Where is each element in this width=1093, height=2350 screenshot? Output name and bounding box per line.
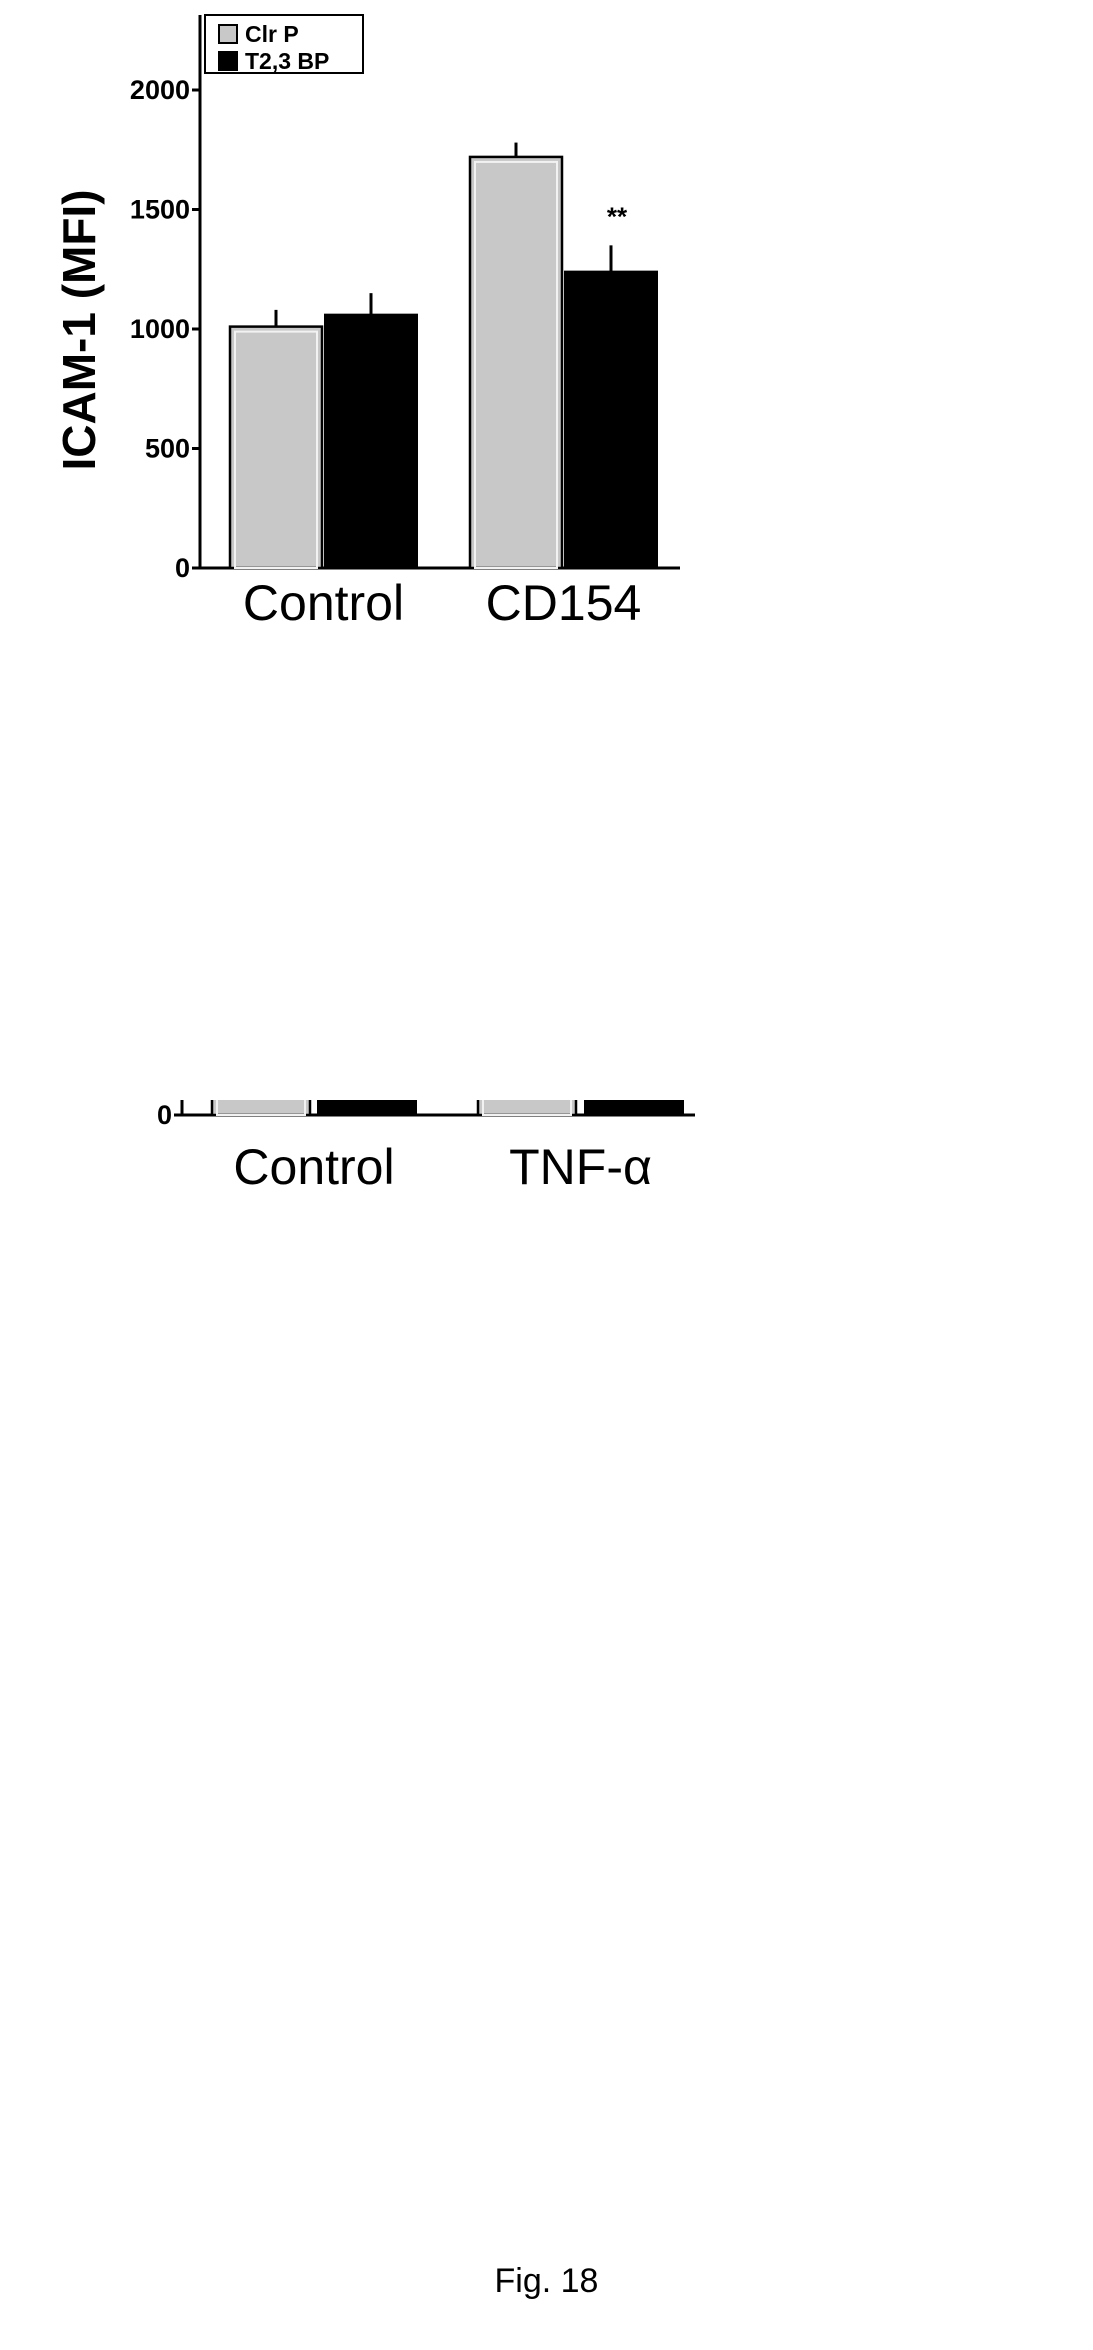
- y-tick-label: 1500: [130, 195, 190, 225]
- bar: [210, 1100, 312, 1117]
- y-tick-label: 2000: [130, 75, 190, 105]
- legend-swatch: [218, 24, 238, 44]
- y-tick-label: 500: [145, 434, 190, 464]
- legend-label: T2,3 BP: [245, 48, 329, 74]
- figure-caption: Fig. 18: [494, 2262, 599, 2300]
- x-category-label: Control: [243, 575, 404, 631]
- y-axis-title: ICAM-1 (MFI): [53, 189, 105, 470]
- y-tick-label: 0: [157, 1100, 172, 1130]
- icam1-tnfa-chart: 02000400060008000ControlTNF-αICAM-1 (MFI…: [36, 1100, 695, 1195]
- legend-swatch: [218, 51, 238, 71]
- x-category-label: TNF-α: [509, 1139, 652, 1195]
- x-category-label: Control: [233, 1139, 394, 1195]
- bar-inner-edge: [474, 160, 558, 569]
- x-category-label: CD154: [486, 575, 642, 631]
- bar: [317, 1100, 417, 1116]
- bar: [584, 1100, 684, 1116]
- bar: [476, 1100, 578, 1117]
- y-axis-title: ICAM-1 (MFI): [36, 1100, 88, 1101]
- y-tick-label: 1000: [130, 314, 190, 344]
- bar-inner-edge: [234, 330, 318, 569]
- bar-inner-edge: [482, 1100, 572, 1116]
- significance-marker: **: [607, 201, 628, 231]
- icam1-cd154-chart: 0 500 1000 1500 2000 ** Control CD154 ICAM-1 (MF…: [53, 14, 680, 631]
- bar: [564, 270, 658, 569]
- y-tick-label: 0: [175, 553, 190, 583]
- bar: [324, 313, 418, 569]
- legend-label: Clr P: [245, 21, 299, 47]
- bar: [228, 325, 324, 570]
- bar: [468, 155, 564, 570]
- bar-inner-edge: [216, 1100, 306, 1116]
